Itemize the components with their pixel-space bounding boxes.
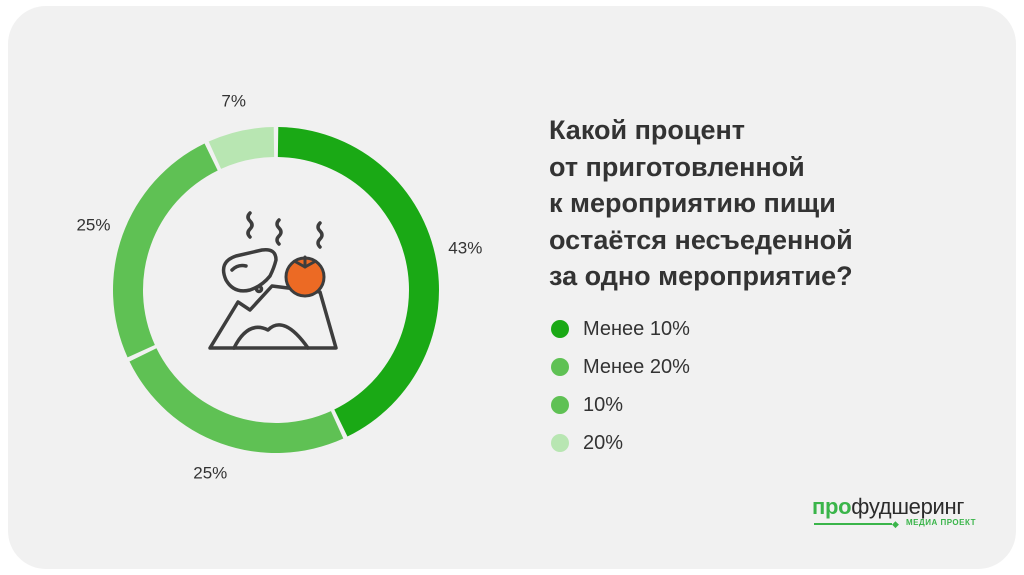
leftover-food-icon xyxy=(208,211,338,350)
legend-item: Менее 20% xyxy=(551,348,690,386)
legend-label: Менее 10% xyxy=(583,317,690,340)
legend-label: Менее 20% xyxy=(583,355,690,378)
logo-line xyxy=(814,523,892,525)
title-line-1: Какой процент xyxy=(549,115,746,145)
chart-title: Какой процент от приготовленной к меропр… xyxy=(549,112,969,295)
legend-swatch xyxy=(551,396,569,414)
title-line-2: от приготовленной xyxy=(549,151,805,182)
chart-legend: Менее 10% Менее 20% 10% 20% xyxy=(551,310,690,462)
legend-swatch xyxy=(551,320,569,338)
slice-value-label: 25% xyxy=(193,464,227,483)
slice-value-label: 7% xyxy=(221,92,246,111)
brand-logo: профудшеринг ◆ МЕДИА ПРОЕКТ xyxy=(812,494,975,529)
legend-label: 20% xyxy=(583,431,624,454)
fork-icon: ◆ xyxy=(892,519,899,529)
legend-swatch xyxy=(551,358,569,376)
legend-item: Менее 10% xyxy=(551,310,690,348)
donut-slice xyxy=(208,127,275,169)
title-line-3: к мероприятию пищи xyxy=(549,188,836,218)
logo-subtitle: МЕДИА ПРОЕКТ xyxy=(906,518,976,527)
slice-value-label: 43% xyxy=(448,239,482,258)
logo-part-2: фудшеринг xyxy=(851,494,965,519)
legend-label: 10% xyxy=(583,393,624,416)
infographic-card xyxy=(8,6,1016,569)
donut-slice xyxy=(112,143,218,358)
tomato-icon xyxy=(284,255,326,298)
title-line-5: за одно мероприятие? xyxy=(549,261,853,291)
slice-value-label: 25% xyxy=(76,215,110,234)
logo-part-1: про xyxy=(812,494,852,519)
legend-item: 20% xyxy=(551,424,690,462)
title-line-4: остаётся несъеденной xyxy=(549,224,853,255)
donut-slice xyxy=(277,127,439,437)
donut-slice xyxy=(129,348,344,453)
legend-swatch xyxy=(551,434,569,452)
logo-wordmark: профудшеринг xyxy=(812,494,974,520)
legend-item: 10% xyxy=(551,386,690,424)
logo-subtitle-row: ◆ МЕДИА ПРОЕКТ xyxy=(812,518,975,529)
